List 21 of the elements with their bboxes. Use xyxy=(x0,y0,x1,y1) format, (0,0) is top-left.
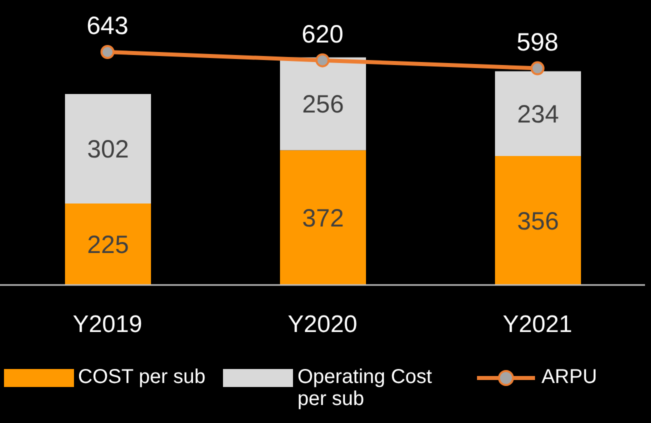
data-label: 598 xyxy=(516,28,558,56)
bar xyxy=(65,203,151,285)
data-label: 256 xyxy=(302,90,344,119)
x-tick-label: Y2019 xyxy=(72,311,142,338)
bar xyxy=(495,156,581,285)
data-label: 234 xyxy=(517,100,559,128)
bar xyxy=(65,94,151,204)
x-tick-label: Y2020 xyxy=(288,311,358,338)
data-label: 356 xyxy=(517,207,559,236)
bar xyxy=(280,150,366,285)
bar xyxy=(495,71,581,156)
legend-label: COST per sub xyxy=(78,366,206,388)
data-label: 225 xyxy=(87,231,129,260)
x-tick-label: Y2021 xyxy=(502,311,572,338)
data-label: 302 xyxy=(87,136,129,164)
bar xyxy=(280,57,366,150)
legend-label: Operating Cost per sub xyxy=(297,366,433,410)
data-label: 620 xyxy=(302,20,344,48)
data-label: 643 xyxy=(86,12,128,40)
legend-label: ARPU xyxy=(541,366,598,388)
data-label: 372 xyxy=(302,204,344,232)
